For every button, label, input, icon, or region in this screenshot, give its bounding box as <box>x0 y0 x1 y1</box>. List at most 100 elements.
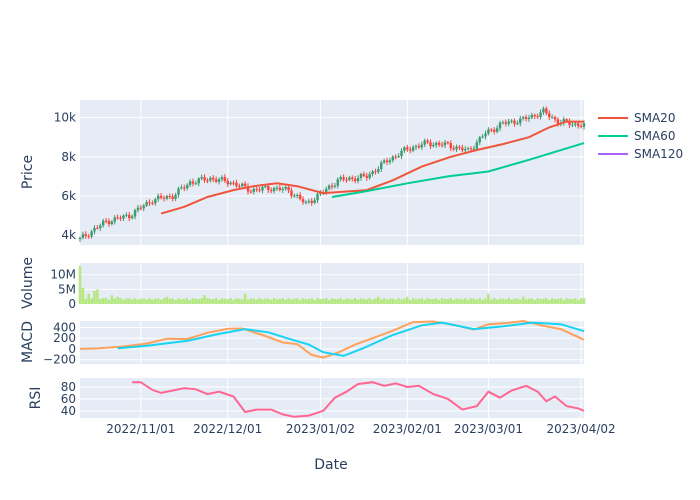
volume-bar <box>582 298 586 304</box>
candle-body <box>501 122 505 124</box>
candle-body <box>183 187 186 189</box>
candle-body <box>220 177 224 180</box>
candle-body <box>235 182 238 187</box>
candle-body <box>394 156 397 158</box>
candle-body <box>275 187 279 189</box>
volume-bar <box>461 299 464 304</box>
volume-bar <box>287 298 290 304</box>
x-tick-label: 2022/11/01 <box>106 422 175 436</box>
volume-bar <box>182 298 186 304</box>
candle-body <box>342 177 345 180</box>
candle-body <box>542 108 545 113</box>
volume-bar <box>371 299 374 304</box>
candle-body <box>229 182 232 185</box>
candle-body <box>553 117 557 120</box>
volume-y-tick-label: 5M <box>58 282 76 296</box>
rsi-y-axis-title: RSI <box>28 387 44 410</box>
volume-bar <box>307 298 311 304</box>
candle-body <box>579 125 583 127</box>
volume-bar <box>293 298 296 304</box>
volume-bar <box>200 298 203 304</box>
volume-bar <box>324 298 328 304</box>
volume-bar <box>333 298 337 304</box>
volume-bar <box>539 299 542 304</box>
legend[interactable]: SMA20 SMA60 SMA120 <box>598 111 683 161</box>
volume-bar <box>252 298 256 304</box>
candle-body <box>151 203 154 205</box>
volume-bar <box>495 299 499 304</box>
candle-body <box>197 178 200 184</box>
volume-bar <box>576 300 580 304</box>
volume-bar <box>316 298 319 304</box>
legend-label-sma120[interactable]: SMA120 <box>634 147 683 161</box>
volume-bar <box>368 298 371 304</box>
volume-bar <box>148 298 151 304</box>
volume-bar <box>510 299 513 304</box>
rsi-y-tick-label: 60 <box>61 392 76 406</box>
candle-body <box>385 160 389 163</box>
volume-bar <box>278 298 282 304</box>
volume-bar <box>379 299 383 304</box>
candle-body <box>128 214 131 219</box>
candle-body <box>513 120 516 124</box>
volume-bar <box>426 298 429 304</box>
candle-body <box>177 188 180 195</box>
candle-body <box>545 108 548 114</box>
candle-body <box>333 185 337 187</box>
volume-bar <box>156 298 160 304</box>
candle-body <box>403 147 406 151</box>
candle-body <box>571 124 574 126</box>
volume-bar <box>417 298 421 304</box>
volume-bar <box>547 300 551 304</box>
volume-bar <box>87 293 90 304</box>
volume-bar <box>533 299 537 304</box>
candle-body <box>353 178 357 182</box>
volume-bar <box>498 298 502 304</box>
candle-body <box>377 169 380 172</box>
volume-bar <box>553 299 557 304</box>
candle-body <box>243 183 247 187</box>
volume-bar <box>356 299 360 304</box>
candle-body <box>582 123 586 127</box>
volume-bar <box>391 298 395 304</box>
candle-body <box>133 210 137 217</box>
volume-y-axis-title: Volume <box>20 257 36 309</box>
candle-body <box>101 220 105 226</box>
rsi-y-tick-label: 40 <box>61 404 76 418</box>
x-tick-label: 2023/04/02 <box>547 422 616 436</box>
candle-body <box>252 188 255 192</box>
volume-bar <box>579 298 583 304</box>
candle-body <box>562 119 565 123</box>
legend-label-sma20[interactable]: SMA20 <box>634 111 675 125</box>
candle-body <box>226 180 229 185</box>
candle-body <box>90 231 93 237</box>
volume-bar <box>81 287 85 304</box>
volume-bar <box>295 298 299 304</box>
price-y-tick-label: 8k <box>61 150 76 164</box>
candle-body <box>159 195 163 198</box>
volume-bar <box>217 300 221 304</box>
x-axis-title: Date <box>314 457 347 473</box>
candle-body <box>577 123 580 126</box>
candle-body <box>162 197 166 199</box>
candle-body <box>313 200 316 203</box>
volume-bar <box>194 299 198 304</box>
x-tick-label: 2023/03/01 <box>454 422 523 436</box>
candle-body <box>487 129 490 134</box>
candle-body <box>296 194 299 196</box>
candle-body <box>521 117 525 119</box>
candle-body <box>99 225 102 229</box>
volume-bar <box>211 299 215 304</box>
candle-body <box>130 216 134 219</box>
candle-body <box>449 142 452 149</box>
volume-bar <box>556 298 560 304</box>
volume-bar <box>229 298 232 304</box>
price-y-tick-label: 4k <box>61 228 76 242</box>
volume-bar <box>116 296 119 304</box>
volume-bar <box>310 298 314 304</box>
legend-label-sma60[interactable]: SMA60 <box>634 129 675 143</box>
volume-bar <box>571 299 574 304</box>
candle-body <box>466 148 470 150</box>
volume-bar <box>518 299 522 304</box>
